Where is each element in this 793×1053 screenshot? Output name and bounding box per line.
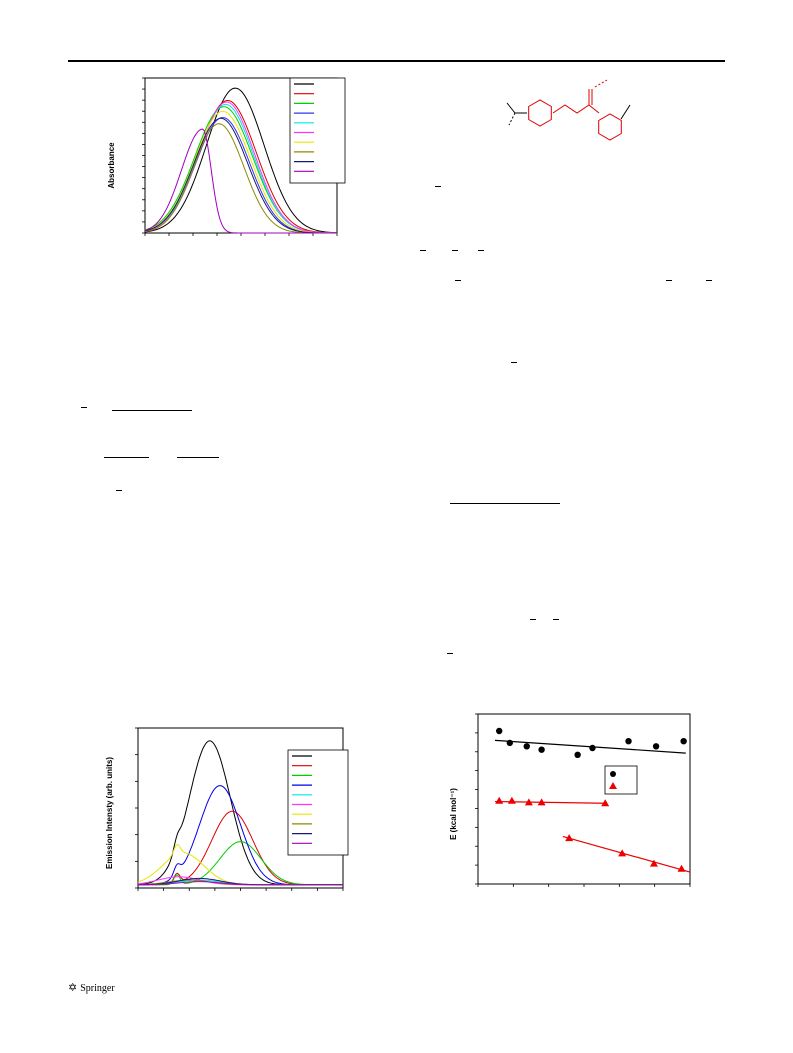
minus-sign: [666, 280, 672, 281]
minus-sign: [81, 407, 87, 408]
legend-box: [604, 765, 638, 795]
phenyl-ring-left: [528, 99, 552, 127]
methyl-bond: [506, 102, 516, 114]
legend-box: [289, 77, 346, 184]
minus-sign: [530, 619, 536, 620]
data-point: [680, 738, 687, 745]
data-point: [652, 743, 660, 750]
footer: ✡ Springer: [68, 982, 115, 995]
minus-sign: [452, 250, 458, 251]
data-point: [601, 799, 610, 807]
minus-sign: [455, 280, 461, 281]
plot-frame: [477, 713, 691, 885]
hbond-dashed: [594, 79, 608, 88]
minus-sign: [478, 250, 484, 251]
legend-circle-marker: [610, 771, 616, 777]
y-axis-label: Absorbance: [107, 142, 116, 189]
chemical-structure: [506, 79, 631, 141]
data-point: [565, 834, 574, 842]
data-point: [649, 859, 658, 867]
data-point: [537, 798, 546, 806]
ortho-substituent-bond: [620, 104, 631, 120]
fit-line: [562, 835, 691, 873]
phenyl-ring-right: [598, 113, 622, 141]
data-point: [523, 743, 530, 750]
y-axis-label: Emission Intensty (arb. units): [105, 757, 114, 869]
absorbance-chart: Absorbance: [107, 77, 346, 236]
absorbance-series-line: [144, 110, 337, 234]
absorbance-series-line: [144, 117, 337, 234]
enone-chain: [552, 104, 600, 114]
legend-box: [287, 749, 349, 856]
data-point: [618, 849, 627, 857]
emission-chart: Emission Intensty (arb. units): [105, 727, 349, 891]
absorbance-series-line: [144, 128, 337, 234]
fraction-bar: [112, 410, 192, 411]
methyl-bond-dashed: [508, 112, 516, 126]
data-point: [495, 796, 504, 804]
minus-sign: [553, 619, 559, 620]
fraction-bar: [177, 457, 219, 458]
emission-series-line: [138, 881, 343, 886]
y-axis-label: E (kcal mol⁻¹): [449, 788, 458, 840]
springer-logo-icon: ✡: [68, 982, 78, 994]
data-point: [524, 798, 533, 806]
fraction-bar: [450, 503, 560, 504]
data-point: [496, 727, 503, 735]
data-point: [507, 796, 516, 804]
data-point: [538, 746, 545, 753]
fraction-bar: [104, 457, 149, 458]
minus-sign: [447, 653, 453, 654]
header-rule: [68, 60, 725, 62]
energy-chart: E (kcal mol⁻¹): [449, 713, 691, 887]
minus-sign: [706, 280, 712, 281]
absorbance-series-line: [144, 87, 337, 234]
data-point: [677, 864, 686, 872]
minus-sign: [511, 362, 517, 363]
minus-sign: [116, 490, 122, 491]
publisher-name: Springer: [80, 983, 115, 994]
data-point: [506, 739, 513, 747]
minus-sign: [435, 186, 441, 187]
data-point: [625, 738, 632, 745]
legend-triangle-marker: [609, 782, 617, 789]
minus-sign: [420, 250, 426, 251]
data-point: [574, 751, 581, 758]
data-point: [589, 744, 596, 752]
